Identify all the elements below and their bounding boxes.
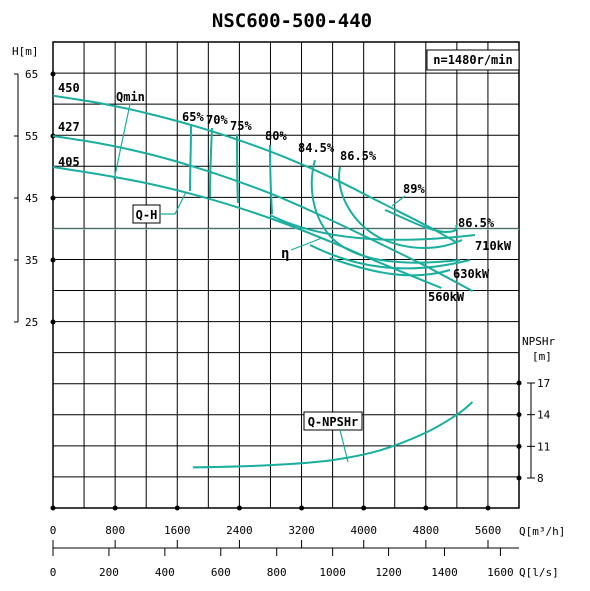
npsh-tick-dot [516, 380, 522, 386]
grid-lines [53, 42, 519, 508]
q-m3h-tick-dot [423, 505, 429, 511]
head-tick-dot [50, 319, 56, 325]
efficiency-line-65 [189, 125, 192, 192]
q-m3h-tick-label: 800 [105, 524, 125, 537]
efficiency-label-65: 65% [182, 110, 204, 124]
efficiency-label-865-right: 86.5% [458, 216, 495, 230]
q-ls-axis-ticks: 0 200 400 600 800 1000 1200 1400 1600 [50, 548, 514, 579]
npsh-tick-dot [516, 475, 522, 481]
efficiency-label-75: 75% [230, 119, 252, 133]
qmin-label: Qmin [116, 90, 145, 104]
q-ls-tick-label: 1200 [375, 566, 402, 579]
npsh-axis-label-1: NPSHr [522, 335, 555, 348]
q-m3h-tick-label: 4800 [413, 524, 440, 537]
q-ls-tick-label: 1000 [319, 566, 346, 579]
head-curve-405 [52, 166, 442, 289]
npsh-axis-label-2: [m] [532, 350, 552, 363]
power-curve-560 [329, 257, 451, 277]
efficiency-line-70 [209, 127, 213, 198]
q-m3h-axis-ticks: 0 800 1600 2400 3200 4000 4800 5600 [50, 505, 502, 548]
npsh-tick-label: 14 [537, 409, 551, 422]
q-ls-tick-label: 0 [50, 566, 57, 579]
power-label-710: 710kW [475, 239, 512, 253]
q-m3h-tick-dot [112, 505, 118, 511]
qh-leader [160, 191, 187, 215]
q-m3h-tick-label: 5600 [475, 524, 502, 537]
efficiency-label-70: 70% [206, 113, 228, 127]
npsh-tick-label: 17 [537, 377, 550, 390]
efficiency-contours [189, 125, 463, 264]
speed-label: n=1480r/min [433, 53, 512, 67]
head-tick-dot [50, 195, 56, 201]
q-m3h-tick-dot [485, 505, 491, 511]
q-m3h-tick-dot [299, 505, 305, 511]
efficiency-label-845: 84.5% [298, 141, 335, 155]
head-curves [52, 94, 473, 292]
efficiency-label-89: 89% [403, 182, 425, 196]
q-ls-axis-label: Q[l/s] [519, 566, 559, 579]
head-curve-427 [52, 135, 473, 292]
chart-title: NSC600-500-440 [212, 10, 372, 32]
q-m3h-tick-dot [174, 505, 180, 511]
q-m3h-tick-label: 0 [50, 524, 57, 537]
power-curves [269, 214, 476, 277]
power-label-630: 630kW [453, 267, 490, 281]
npshr-leader [339, 429, 349, 463]
speed-label-box [426, 49, 520, 71]
npsh-axis-ticks: 17 14 11 8 [516, 377, 551, 485]
npsh-tick-dot [516, 412, 522, 418]
eta-leader [290, 237, 323, 251]
q-ls-tick-label: 200 [99, 566, 119, 579]
head-axis-ticks: 65 55 45 35 25 [14, 68, 56, 329]
q-m3h-tick-dot [361, 505, 367, 511]
head-curve-450 [52, 94, 458, 244]
npshr-label: Q-NPSHr [308, 415, 359, 429]
efficiency-contour-89 [384, 209, 458, 234]
head-tick-label: 35 [25, 254, 38, 267]
series-label-450: 450 [58, 81, 80, 95]
q-m3h-tick-label: 3200 [288, 524, 315, 537]
series-label-427: 427 [58, 120, 80, 134]
qmin-leader [113, 103, 131, 181]
npsh-tick-label: 11 [537, 440, 550, 453]
q-m3h-tick-label: 2400 [226, 524, 253, 537]
q-ls-tick-label: 600 [211, 566, 231, 579]
efficiency-label-865-top: 86.5% [340, 149, 377, 163]
q-m3h-tick-dot [50, 505, 56, 511]
npshr-label-box [303, 411, 363, 431]
head-axis-label: H[m] [12, 45, 39, 58]
power-curve-710 [269, 214, 476, 241]
efficiency-label-80: 80% [265, 129, 287, 143]
efficiency-contour-845 [310, 159, 461, 264]
series-label-405: 405 [58, 155, 80, 169]
q-m3h-axis-label: Q[m³/h] [519, 525, 565, 538]
head-tick-label: 65 [25, 68, 38, 81]
power-curve-630 [309, 244, 471, 270]
power-label-560: 560kW [428, 290, 465, 304]
head-tick-label: 55 [25, 130, 38, 143]
q-ls-tick-label: 800 [267, 566, 287, 579]
efficiency-89-leader [391, 195, 406, 207]
efficiency-line-75 [236, 133, 239, 204]
q-ls-tick-label: 1400 [431, 566, 458, 579]
head-tick-label: 25 [25, 316, 38, 329]
head-tick-dot [50, 71, 56, 77]
efficiency-line-80 [269, 144, 273, 215]
q-m3h-tick-label: 4000 [350, 524, 377, 537]
eta-label: η [281, 246, 289, 262]
plot-frame [52, 41, 520, 509]
q-ls-tick-label: 1600 [487, 566, 514, 579]
npsh-tick-dot [516, 443, 522, 449]
head-tick-dot [50, 257, 56, 263]
npsh-tick-label: 8 [537, 472, 544, 485]
q-ls-tick-label: 400 [155, 566, 175, 579]
head-tick-label: 45 [25, 192, 38, 205]
q-m3h-tick-label: 1600 [164, 524, 191, 537]
q-m3h-tick-dot [236, 505, 242, 511]
efficiency-contour-865 [338, 166, 463, 249]
qh-label: Q-H [136, 208, 158, 222]
efficiency-labels: 65% 70% 75% 80% 84.5% 86.5% 89% 86.5% [182, 110, 495, 230]
npshr-curve [192, 401, 474, 469]
